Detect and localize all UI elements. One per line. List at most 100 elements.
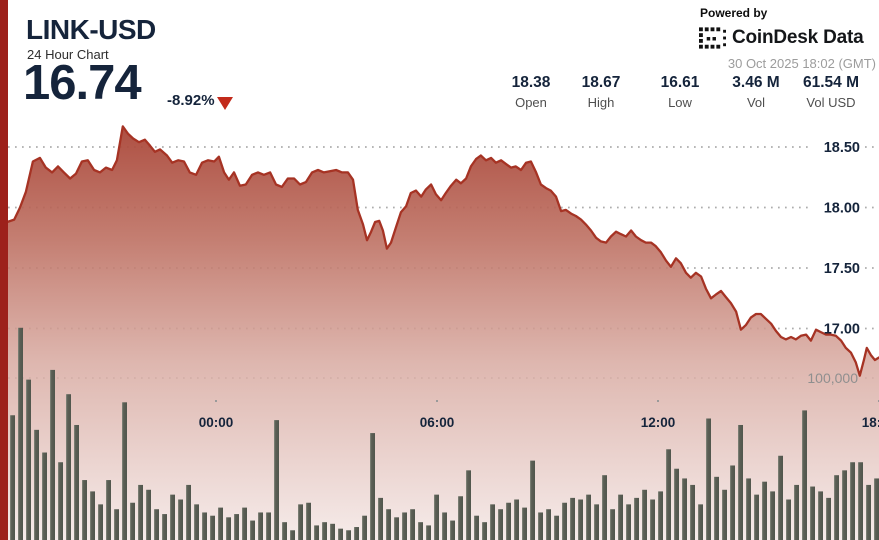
volume-bar <box>26 379 31 540</box>
volume-bar <box>10 415 15 540</box>
volume-bar <box>434 494 439 540</box>
volume-bar <box>234 514 239 540</box>
volume-bar <box>642 489 647 540</box>
volume-bar <box>250 520 255 540</box>
timestamp: 30 Oct 2025 18:02 (GMT) <box>727 56 876 71</box>
volume-bar <box>842 470 847 540</box>
volume-bar <box>178 499 183 540</box>
volume-bar <box>202 512 207 540</box>
volume-bar <box>210 515 215 540</box>
volume-bar <box>546 509 551 540</box>
volume-bar <box>538 512 543 540</box>
volume-bar <box>170 494 175 540</box>
volume-bar <box>658 491 663 540</box>
volume-bar <box>706 418 711 540</box>
volume-bar <box>778 455 783 540</box>
volume-bar <box>130 502 135 540</box>
volume-bar <box>466 470 471 540</box>
price-tick-label: 17.00 <box>824 322 860 338</box>
volume-bars <box>10 327 879 540</box>
volume-bar <box>866 484 871 540</box>
volume-bar <box>458 496 463 540</box>
current-price: 16.74 <box>23 56 142 110</box>
volume-bar <box>818 491 823 540</box>
stat-low-value: 16.61 <box>660 74 700 91</box>
volume-bar <box>722 489 727 540</box>
volume-bar <box>314 525 319 540</box>
volume-bar <box>690 484 695 540</box>
volume-bar <box>634 497 639 540</box>
price-tick-label: 18.50 <box>824 140 860 156</box>
volume-bar <box>850 462 855 540</box>
volume-bar <box>370 433 375 540</box>
stat-high-value: 18.67 <box>581 74 621 91</box>
volume-bar <box>762 481 767 540</box>
volume-bar <box>266 512 271 540</box>
price-change-percent: -8.92% <box>167 92 215 109</box>
volume-bar <box>610 509 615 540</box>
volume-bar <box>146 489 151 540</box>
volume-bar <box>810 486 815 540</box>
volume-bar <box>562 502 567 540</box>
time-tick-label: 00:00 <box>199 415 234 430</box>
stat-low: 16.61 Low <box>661 74 700 110</box>
stat-open: 18.38 Open <box>512 74 551 110</box>
stat-vol-usd: 61.54 M Vol USD <box>803 74 859 110</box>
volume-bar <box>18 327 23 540</box>
volume-bar <box>770 491 775 540</box>
volume-bar <box>698 504 703 540</box>
volume-bar <box>186 484 191 540</box>
volume-bar <box>258 512 263 540</box>
volume-bar <box>714 476 719 540</box>
volume-bar <box>66 394 71 540</box>
price-line <box>0 125 879 377</box>
volume-bar <box>354 527 359 540</box>
volume-bar <box>746 478 751 540</box>
volume-bar <box>322 522 327 540</box>
stat-vol: 3.46 M Vol <box>732 74 779 110</box>
volume-bar <box>34 429 39 540</box>
volume-bar <box>346 530 351 540</box>
price-area <box>0 126 879 540</box>
time-axis-labels: 00:00 06:00 12:00 18:00 <box>199 400 879 430</box>
volume-bar <box>594 504 599 540</box>
time-tick-dot <box>214 400 217 402</box>
volume-bar <box>578 499 583 540</box>
volume-bar <box>602 475 607 540</box>
left-accent-bar <box>0 0 8 540</box>
volume-bar <box>554 515 559 540</box>
volume-bar <box>802 410 807 540</box>
volume-bar <box>330 523 335 540</box>
volume-bar <box>306 502 311 540</box>
time-tick-dot <box>877 400 879 402</box>
price-tick-label: 17.50 <box>824 261 860 277</box>
provider-logo: CoinDesk Data <box>699 27 864 49</box>
volume-bar <box>154 509 159 540</box>
stat-open-label: Open <box>515 95 547 110</box>
volume-bar <box>402 512 407 540</box>
page-title: LINK-USD <box>26 14 156 45</box>
stat-high: 18.67 High <box>582 74 621 110</box>
volume-bar <box>114 509 119 540</box>
volume-bar <box>42 452 47 540</box>
time-tick-label: 18:00 <box>862 415 879 430</box>
volume-bar <box>274 420 279 540</box>
time-tick-dot <box>435 400 438 402</box>
volume-bar <box>338 528 343 540</box>
stat-open-value: 18.38 <box>511 74 551 91</box>
volume-bar <box>498 509 503 540</box>
volume-bar <box>666 449 671 540</box>
powered-by-label: Powered by <box>700 6 768 20</box>
chart-subtitle: 24 Hour Chart <box>27 47 109 62</box>
volume-bar <box>426 525 431 540</box>
volume-bar <box>674 468 679 540</box>
volume-bar <box>162 514 167 540</box>
volume-bar <box>242 507 247 540</box>
volume-bar <box>490 504 495 540</box>
volume-bar <box>834 475 839 540</box>
stat-vol-value: 3.46 M <box>732 74 780 91</box>
volume-bar <box>570 497 575 540</box>
volume-bar <box>394 517 399 540</box>
volume-bar <box>626 504 631 540</box>
